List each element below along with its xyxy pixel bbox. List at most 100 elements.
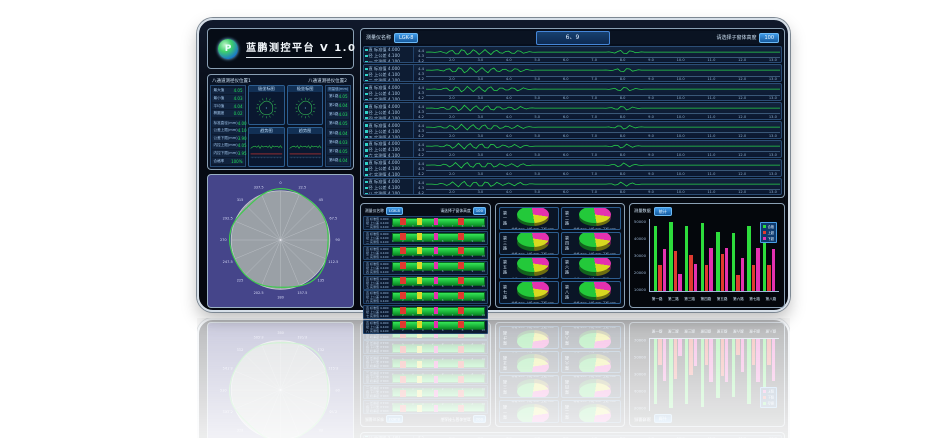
bar-group	[716, 219, 729, 291]
wave-row-label: 径 上公差 4.100	[365, 147, 412, 153]
legend-square-icon	[365, 73, 368, 77]
legend-square-icon	[365, 162, 368, 165]
strip-row: 直 标准值 4.000 径 上公差 4.100 六 实测值 4.100 1 2 3 4 5 6 7…	[363, 290, 488, 305]
legend-square-icon	[365, 174, 368, 176]
strip-marker	[458, 321, 464, 329]
legend-square-icon	[365, 117, 368, 119]
pie-channel-label: 第四路	[565, 235, 570, 251]
strip-height-label: 请选择子窗体高度	[440, 208, 471, 213]
strip-marker	[400, 262, 406, 270]
strip-panel-header: 测量仪名称 LGK-8 请选择子窗体高度 100	[363, 206, 488, 216]
stat-row: 公差下限(mm) 3.90	[212, 135, 247, 142]
pie-legend: 合格:50% 上超:30% 下超:20%	[573, 227, 617, 230]
legend-square-icon	[365, 186, 368, 190]
strip-marker	[400, 247, 406, 255]
bar-panel: 测量数据 统计 50000 40000 30000 20000 10000 第一路 第二路…	[629, 203, 785, 308]
pie-channel-label: 第二路	[565, 210, 570, 226]
svg-text:45: 45	[319, 198, 324, 202]
title-underline	[246, 57, 342, 58]
strip-marker	[417, 247, 422, 255]
legend-square-icon	[365, 92, 368, 96]
wave-rows: 直 标准值 4.000 径 上公差 4.100 一 实测值 4.100 4.4 4.3 4…	[363, 44, 782, 196]
pie-channel-label: 第六路	[565, 260, 570, 276]
wave-row-label: 直 标准值 4.000	[365, 179, 412, 185]
pie-legend: 合格:50% 上超:30% 下超:20%	[573, 251, 617, 255]
strip-height-select[interactable]: 100	[472, 207, 486, 215]
wave-xaxis: 2.0 3.0 4.0 5.0 6.0 7.0 8.0 9.0 10.0 11.0 12.0 13.0	[449, 114, 777, 119]
bar	[747, 226, 751, 291]
wave-yaxis: 4.4 4.3 4.2	[417, 179, 424, 195]
strip-marker	[417, 262, 422, 270]
instrument-combo[interactable]: LGK-8	[394, 32, 419, 43]
strip-panel: 测量仪名称 LGK-8 请选择子窗体高度 100 直 标准值 4.000 径 上公…	[360, 203, 491, 334]
wave-row-label: 径 上公差 4.100	[365, 72, 412, 78]
wave-plot: 2.0 3.0 4.0 5.0 6.0 7.0 8.0 9.0 10.0 11.0 12.0 13.0	[425, 103, 781, 119]
strip-instrument-combo[interactable]: LGK-8	[385, 207, 403, 215]
bar	[689, 255, 693, 291]
channel-value-row: 第7路 4.05	[327, 147, 349, 156]
bar	[700, 223, 704, 291]
channel-indicator[interactable]: 6、9	[535, 31, 610, 45]
svg-text:90: 90	[335, 238, 340, 242]
bar-area	[649, 219, 779, 292]
pie-legend: 合格:50% 上超:30% 下超:20%	[573, 301, 617, 304]
strip-marker	[417, 232, 422, 240]
stat-row: 内控上限(mm) 4.05	[212, 142, 247, 150]
pie-legend: 合格:50% 上超:30% 下超:20%	[511, 301, 555, 304]
stat-row: 公差上限(mm) 4.10	[212, 127, 247, 135]
wave-row-label: 直 标准值 4.000	[365, 141, 412, 147]
strip-marker	[433, 247, 438, 255]
wave-yaxis: 4.4 4.3 4.2	[417, 160, 424, 176]
wave-yaxis: 4.4 4.3 4.2	[417, 66, 424, 82]
strip-rows: 直 标准值 4.000 径 上公差 4.100 一 实测值 4.100 1 2 3 4 5 6 7…	[363, 216, 488, 334]
strip-marker	[433, 321, 438, 329]
strip-marker	[458, 262, 464, 270]
wave-row: 直 标准值 4.000 径 上公差 4.100 二 实测值 4.100 4.4 4.3 4…	[363, 64, 782, 83]
app-logo-icon: P	[218, 38, 238, 59]
subwindow-height-select[interactable]: 100	[759, 32, 779, 43]
legend-square-icon	[365, 168, 368, 171]
gauge-channel-values: 测量值(mm) 第1路 4.05 第2路 4.04 第3路 4.03 第4路 4.05 第5路 4…	[325, 85, 351, 167]
strip-bar: 1 2 3 4 5 6 7 8 9 10	[392, 247, 485, 257]
wave-row-label: 直 标准值 4.000	[365, 85, 412, 91]
strip-bar: 1 2 3 4 5 6 7 8 9 10	[392, 321, 485, 331]
svg-text:180: 180	[277, 295, 284, 299]
pie-panel: 第一路 合格:50% 上超:30% 下超:20% 第二路 合格:50% 上超:30% …	[495, 203, 625, 308]
strip-row: 直 标准值 4.000 径 上公差 4.100 二 实测值 4.100 1 2 3 4 5 6 7…	[363, 231, 488, 246]
wave-row-label: 径 上公差 4.100	[365, 53, 412, 59]
strip-bar: 1 2 3 4 5 6 7 8 9 10	[392, 232, 485, 243]
bar	[725, 247, 729, 291]
bar	[716, 231, 720, 291]
svg-text:0: 0	[279, 181, 282, 185]
stat-row: 椭圆度 0.02	[212, 110, 244, 117]
bar-yaxis: 50000 40000 30000 20000 10000	[633, 219, 646, 292]
strip-marker	[458, 306, 464, 314]
pie-channel-label: 第三路	[503, 235, 508, 251]
wave-row-label: 直 标准值 4.000	[365, 104, 412, 110]
bar	[653, 226, 658, 291]
bar-panel-header: 测量数据 统计	[632, 206, 782, 216]
strip-row: 直 标准值 4.000 径 上公差 4.100 四 实测值 4.100 1 2 3 4 5 6 7…	[363, 260, 488, 275]
bar	[771, 249, 776, 291]
wave-row-label: 七 实测值 4.100	[365, 172, 412, 176]
strip-marker	[400, 232, 406, 240]
channel-value-row: 第5路 4.04	[327, 129, 349, 138]
wave-xaxis: 2.0 3.0 4.0 5.0 6.0 7.0 8.0 9.0 10.0 11.0 12.0 13.0	[449, 77, 777, 82]
mini-trend-chart: 趋势图	[248, 127, 285, 167]
page-title: 蓝鹏测控平台 V 1.0	[246, 39, 356, 54]
bar	[731, 233, 736, 291]
pie-chart	[579, 207, 611, 227]
pie-chart	[517, 257, 549, 276]
legend-square-icon	[365, 192, 368, 195]
wave-yaxis: 4.4 4.3 4.2	[417, 141, 424, 157]
pie-chart	[579, 282, 611, 301]
channel-value-row: 第4路 4.05	[327, 119, 349, 128]
legend-item: 上超	[763, 230, 774, 235]
svg-text:67.5: 67.5	[329, 216, 337, 220]
wave-panel-header: 测量仪名称 LGK-8 6、9 请选择子窗体高度 100	[363, 31, 782, 45]
wave-row-label: 直 标准值 4.000	[365, 160, 412, 166]
strip-marker	[433, 291, 438, 299]
legend-square-icon	[365, 86, 368, 90]
bar-stats-button[interactable]: 统计	[653, 206, 672, 216]
wave-xaxis: 2.0 3.0 4.0 5.0 6.0 7.0 8.0 9.0 10.0 11.0 12.0 13.0	[449, 171, 777, 176]
